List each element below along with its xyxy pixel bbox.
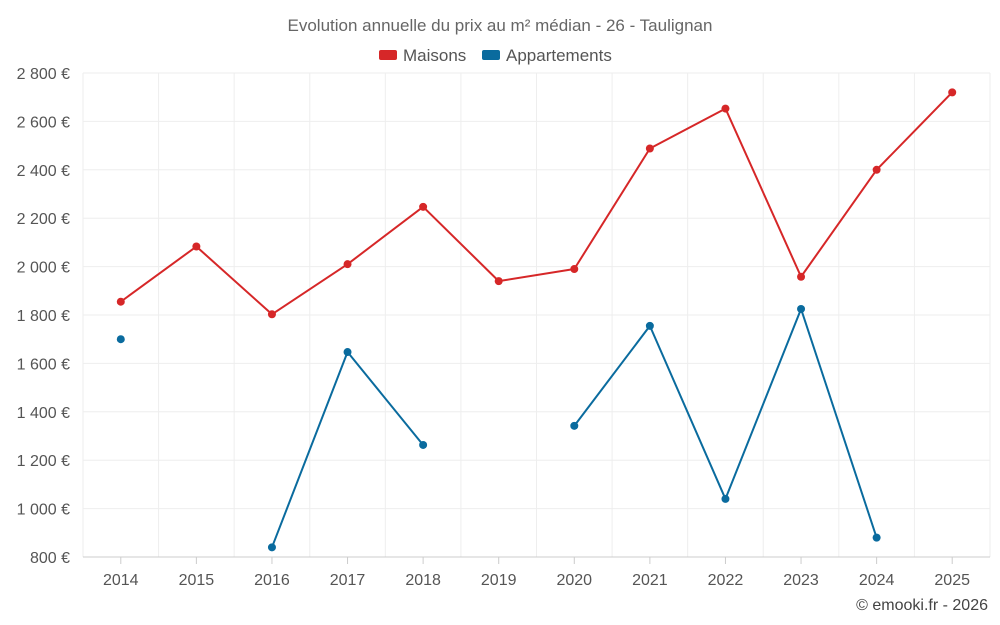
legend-item-appartements[interactable]: Appartements — [482, 46, 612, 65]
data-point-maisons-2025[interactable]: Maisons 2025: 2720 € — [948, 88, 957, 97]
data-point-maisons-2018[interactable]: Maisons 2018: 2247 € — [419, 202, 428, 211]
y-tick-label: 1 800 € — [17, 308, 70, 325]
y-tick-label: 2 200 € — [17, 211, 70, 228]
x-tick-label: 2016 — [254, 572, 290, 589]
data-point-appartements-2020[interactable]: Appartements 2020: 1342 € — [570, 421, 579, 430]
data-point-appartements-2014[interactable]: Appartements 2014: 1700 € — [116, 335, 125, 344]
series: Maisons 2014: 1855 € Maisons 2015: 2083 €… — [116, 88, 957, 552]
series-line-maisons — [120, 91, 953, 316]
data-point-appartements-2018[interactable]: Appartements 2018: 1263 € — [419, 440, 428, 449]
x-tick-label: 2019 — [481, 572, 517, 589]
chart-title: Evolution annuelle du prix au m² médian … — [288, 16, 713, 35]
y-tick-label: 800 € — [30, 550, 70, 567]
data-point-maisons-2020[interactable]: Maisons 2020: 1990 € — [570, 265, 579, 274]
data-point-maisons-2016[interactable]: Maisons 2016: 1803 € — [267, 310, 276, 319]
data-point-maisons-2019[interactable]: Maisons 2019: 1940 € — [494, 277, 503, 286]
y-tick-label: 1 200 € — [17, 453, 70, 470]
data-point-maisons-2014[interactable]: Maisons 2014: 1855 € — [116, 297, 125, 306]
y-tick-label: 1 000 € — [17, 502, 70, 519]
x-tick-label: 2021 — [632, 572, 668, 589]
legend-label-maisons: Maisons — [403, 46, 466, 65]
legend-label-appartements: Appartements — [506, 46, 612, 65]
legend-item-maisons[interactable]: Maisons — [379, 46, 466, 65]
x-tick-label: 2022 — [708, 572, 744, 589]
data-point-appartements-2024[interactable]: Appartements 2024: 880 € — [872, 533, 881, 542]
grid — [82, 72, 991, 558]
legend-swatch-appartements — [482, 50, 500, 60]
x-tick-label: 2023 — [783, 572, 819, 589]
series-line-appartements — [573, 307, 878, 538]
data-point-maisons-2023[interactable]: Maisons 2023: 1958 € — [797, 272, 806, 281]
x-tick-label: 2014 — [103, 572, 139, 589]
series-appartements: Appartements 2014: 1700 € Appartements 20… — [116, 304, 881, 552]
axes: 800 € 1 000 € 1 200 € 1 400 € 1 600 € 1 800 €… — [17, 66, 990, 589]
x-tick-label: 2018 — [405, 572, 441, 589]
y-tick-label: 2 800 € — [17, 66, 70, 83]
x-tick-label: 2020 — [556, 572, 592, 589]
credit-text: © emooki.fr - 2026 — [856, 597, 988, 614]
legend-swatch-maisons — [379, 50, 397, 60]
series-line-appartements — [271, 351, 424, 548]
data-point-appartements-2023[interactable]: Appartements 2023: 1825 € — [797, 304, 806, 313]
y-tick-label: 1 600 € — [17, 356, 70, 373]
x-tick-label: 2024 — [859, 572, 895, 589]
x-tick-label: 2025 — [934, 572, 970, 589]
data-point-maisons-2015[interactable]: Maisons 2015: 2083 € — [192, 242, 201, 251]
data-point-appartements-2021[interactable]: Appartements 2021: 1755 € — [645, 321, 654, 330]
legend[interactable]: Maisons Appartements — [379, 46, 612, 65]
y-tick-label: 2 600 € — [17, 114, 70, 131]
data-point-appartements-2022[interactable]: Appartements 2022: 1040 € — [721, 494, 730, 503]
y-tick-label: 2 000 € — [17, 260, 70, 277]
data-point-maisons-2021[interactable]: Maisons 2021: 2488 € — [645, 144, 654, 153]
data-point-maisons-2022[interactable]: Maisons 2022: 2653 € — [721, 104, 730, 113]
data-point-maisons-2017[interactable]: Maisons 2017: 2010 € — [343, 260, 352, 269]
series-maisons: Maisons 2014: 1855 € Maisons 2015: 2083 €… — [116, 88, 957, 319]
data-point-appartements-2016[interactable]: Appartements 2016: 840 € — [267, 543, 276, 552]
y-tick-label: 1 400 € — [17, 405, 70, 422]
y-tick-label: 2 400 € — [17, 163, 70, 180]
x-tick-label: 2015 — [179, 572, 215, 589]
data-point-appartements-2017[interactable]: Appartements 2017: 1647 € — [343, 348, 352, 357]
x-tick-label: 2017 — [330, 572, 366, 589]
